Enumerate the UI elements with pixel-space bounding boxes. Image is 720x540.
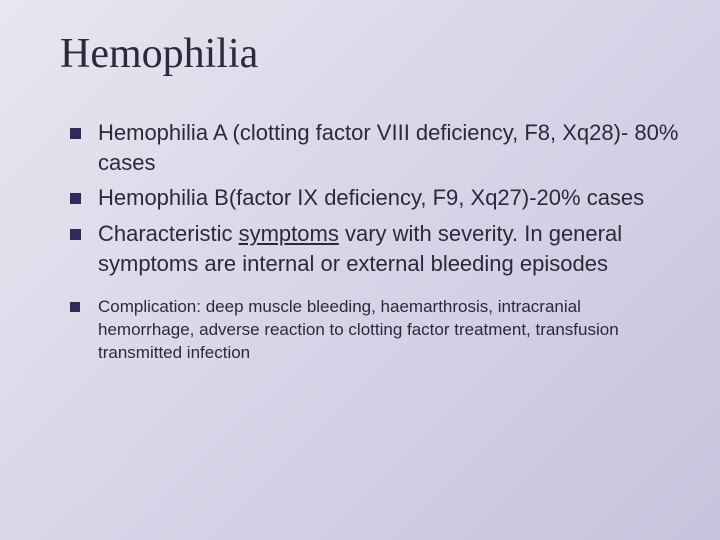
bullet-text-link: symptoms <box>239 221 339 246</box>
slide-title: Hemophilia <box>60 30 680 78</box>
bullet-text: Hemophilia A (clotting factor VIII defic… <box>98 120 678 175</box>
bullet-item: Hemophilia A (clotting factor VIII defic… <box>70 118 680 177</box>
slide-container: Hemophilia Hemophilia A (clotting factor… <box>0 0 720 540</box>
bullet-text: Hemophilia B(factor IX deficiency, F9, X… <box>98 185 644 210</box>
bullet-text: Complication: deep muscle bleeding, haem… <box>98 297 619 362</box>
bullet-item: Hemophilia B(factor IX deficiency, F9, X… <box>70 183 680 213</box>
bullet-item: Characteristic symptoms vary with severi… <box>70 219 680 278</box>
bullet-text-pre: Characteristic <box>98 221 239 246</box>
bullet-list: Hemophilia A (clotting factor VIII defic… <box>70 118 680 365</box>
bullet-item-small: Complication: deep muscle bleeding, haem… <box>70 296 680 365</box>
